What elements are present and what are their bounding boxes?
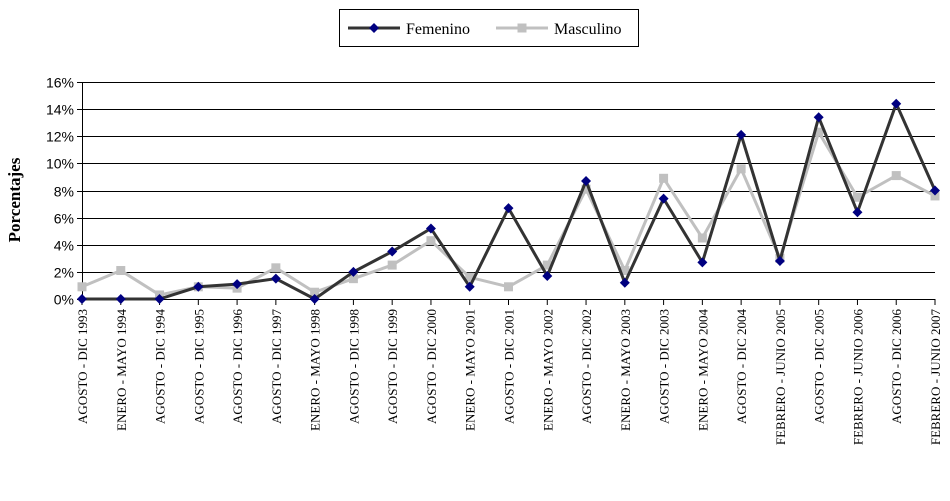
legend-label-masculino: Masculino bbox=[554, 21, 622, 38]
data-point-femenino bbox=[425, 223, 436, 234]
y-axis-label: Porcentajes bbox=[5, 157, 24, 242]
x-tick-label: AGOSTO - DIC 1995 bbox=[191, 309, 206, 424]
data-point-femenino bbox=[736, 129, 747, 140]
y-tick-label: 8% bbox=[54, 184, 74, 200]
x-tick-label: ENERO - MAYO 2001 bbox=[463, 309, 478, 431]
data-point-femenino bbox=[232, 279, 243, 290]
data-point-masculino bbox=[659, 173, 669, 183]
data-point-femenino bbox=[697, 257, 708, 268]
x-tick-label: AGOSTO - DIC 1993 bbox=[75, 309, 90, 424]
y-tick-label: 14% bbox=[46, 102, 74, 118]
y-tick-label: 6% bbox=[54, 211, 74, 227]
legend-label-femenino: Femenino bbox=[406, 21, 470, 38]
data-point-femenino bbox=[193, 281, 204, 292]
x-tick-label: ENERO - MAYO 1994 bbox=[114, 309, 129, 431]
x-tick-label: AGOSTO - DIC 2006 bbox=[889, 309, 904, 424]
legend-item-masculino: Masculino bbox=[496, 21, 622, 38]
data-point-masculino bbox=[77, 282, 87, 292]
data-point-masculino bbox=[581, 184, 591, 194]
data-point-femenino bbox=[891, 98, 902, 109]
legend-marker-masculino bbox=[517, 23, 527, 33]
x-tick-label: AGOSTO - DIC 1996 bbox=[230, 309, 245, 424]
y-tick-label: 2% bbox=[54, 265, 74, 281]
data-point-femenino bbox=[309, 294, 320, 304]
data-point-femenino bbox=[581, 176, 592, 187]
data-point-masculino bbox=[271, 263, 281, 273]
data-point-masculino bbox=[736, 164, 746, 174]
x-tick-label: AGOSTO - DIC 2003 bbox=[657, 309, 672, 424]
data-point-masculino bbox=[697, 233, 707, 243]
data-point-femenino bbox=[270, 273, 281, 284]
x-tick-label: AGOSTO - DIC 2002 bbox=[579, 309, 594, 424]
x-tick-label: AGOSTO - DIC 2001 bbox=[502, 309, 517, 424]
data-point-masculino bbox=[504, 282, 513, 292]
data-point-masculino bbox=[891, 171, 901, 181]
data-point-masculino bbox=[814, 127, 824, 137]
x-axis-ticks: AGOSTO - DIC 1993 ENERO - MAYO 1994 AGOSTO… bbox=[75, 299, 943, 445]
series-line-femenino bbox=[82, 99, 937, 301]
x-tick-label: ENERO - MAYO 2004 bbox=[695, 309, 710, 431]
data-point-femenino bbox=[774, 256, 785, 267]
x-tick-label: ENERO - MAYO 2003 bbox=[618, 309, 633, 431]
x-tick-label: AGOSTO - DIC 2005 bbox=[812, 309, 827, 424]
y-tick-label: 12% bbox=[46, 129, 74, 145]
x-tick-label: ENERO - MAYO 2002 bbox=[540, 309, 555, 431]
legend: Femenino Masculino bbox=[339, 9, 639, 47]
data-point-masculino bbox=[465, 272, 475, 282]
legend-marker-femenino bbox=[369, 23, 379, 33]
x-tick-label: ENERO - MAYO 1998 bbox=[308, 309, 323, 431]
series-femenino bbox=[77, 98, 940, 304]
data-point-masculino bbox=[387, 260, 397, 270]
data-point-masculino bbox=[930, 191, 940, 201]
x-tick-label: AGOSTO - DIC 1999 bbox=[385, 309, 400, 424]
x-tick-label: FEBRERO - JUNIO 2005 bbox=[773, 309, 788, 445]
gridlines bbox=[77, 82, 935, 300]
data-point-femenino bbox=[658, 193, 669, 204]
data-point-masculino bbox=[620, 266, 630, 276]
legend-item-femenino: Femenino bbox=[348, 21, 470, 38]
y-tick-label: 10% bbox=[46, 156, 74, 172]
data-point-femenino bbox=[348, 266, 359, 277]
data-point-femenino bbox=[503, 203, 514, 214]
data-point-masculino bbox=[310, 287, 320, 297]
data-point-femenino bbox=[930, 185, 940, 196]
data-point-masculino bbox=[348, 274, 358, 284]
data-point-femenino bbox=[619, 277, 630, 288]
data-point-femenino bbox=[387, 246, 398, 257]
series bbox=[77, 98, 940, 304]
x-tick-label: AGOSTO - DIC 1998 bbox=[346, 309, 361, 424]
data-point-femenino bbox=[464, 281, 475, 292]
x-tick-label: AGOSTO - DIC 1997 bbox=[269, 309, 284, 424]
data-point-femenino bbox=[77, 294, 87, 304]
data-point-masculino bbox=[116, 266, 126, 276]
x-tick-label: AGOSTO - DIC 2000 bbox=[424, 309, 439, 424]
y-axis-ticks: 0% 2% 4% 6% 8% 10% 12% 14% 16% bbox=[46, 75, 74, 308]
data-point-masculino bbox=[426, 236, 436, 246]
x-tick-label: AGOSTO - DIC 2004 bbox=[734, 309, 749, 424]
y-tick-label: 4% bbox=[54, 238, 74, 254]
y-tick-label: 16% bbox=[46, 75, 74, 91]
data-point-femenino bbox=[813, 112, 824, 123]
data-point-femenino bbox=[115, 294, 126, 304]
y-tick-label: 0% bbox=[54, 292, 74, 308]
data-point-femenino bbox=[542, 270, 553, 281]
data-point-masculino bbox=[542, 260, 552, 270]
data-point-masculino bbox=[852, 192, 862, 202]
x-tick-label: FEBRERO - JUNIO 2006 bbox=[850, 309, 865, 446]
data-point-femenino bbox=[852, 207, 863, 218]
x-tick-label: AGOSTO - DIC 1994 bbox=[153, 309, 168, 424]
x-tick-label: FEBRERO - JUNIO 2007 bbox=[928, 309, 943, 446]
data-point-femenino bbox=[154, 294, 165, 304]
